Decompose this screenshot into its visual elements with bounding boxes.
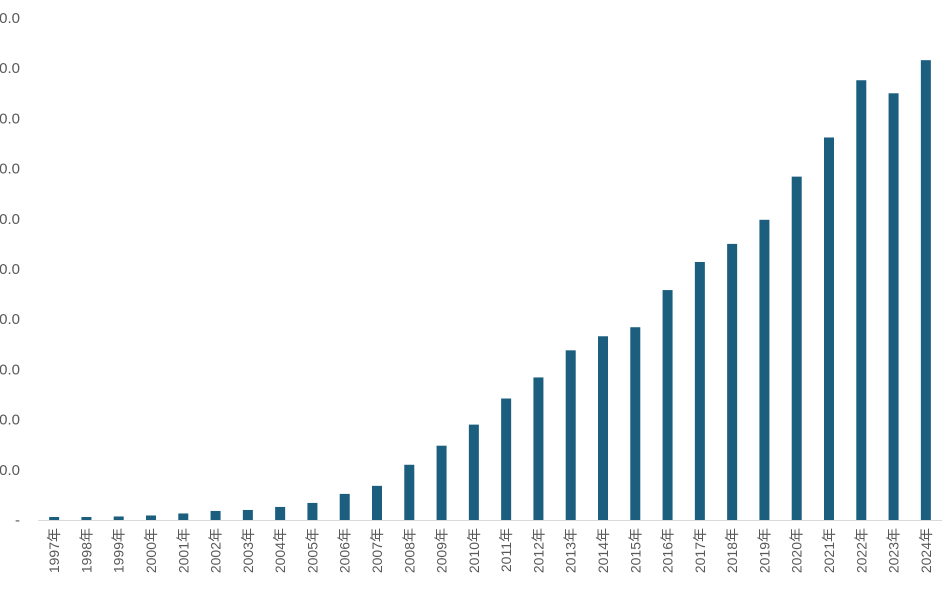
- bar-2006年: [339, 493, 350, 520]
- x-tick-label: 2009年: [434, 528, 450, 573]
- bar-2024年: [920, 60, 931, 521]
- bar-2014年: [598, 336, 608, 520]
- y-tick-label: 0.0: [0, 161, 20, 178]
- bar-2005年: [307, 502, 318, 520]
- bar-2013年: [565, 350, 576, 520]
- bar-2010年: [468, 424, 479, 520]
- bar-2000年: [146, 515, 156, 520]
- x-tick-label: 2003年: [240, 528, 256, 573]
- x-tick-label: 2014年: [595, 528, 611, 573]
- x-tick-label: 2002年: [208, 528, 224, 573]
- bar-2023年: [888, 93, 899, 521]
- bar-2017年: [694, 261, 705, 520]
- x-tick-label: 2018年: [724, 528, 740, 573]
- bar-2004年: [275, 506, 286, 520]
- bar-2002年: [210, 510, 221, 520]
- y-tick-label: 0.0: [0, 311, 20, 328]
- x-tick-label: 2001年: [175, 528, 191, 573]
- x-tick-label: 2005年: [304, 528, 320, 573]
- bar-2008年: [404, 464, 415, 520]
- x-tick-label: 2006年: [337, 528, 353, 573]
- x-tick-label: 2019年: [756, 528, 772, 573]
- x-tick-label: 2011年: [498, 528, 514, 572]
- x-tick-label: 2015年: [627, 528, 643, 573]
- bar-2018年: [727, 243, 738, 520]
- y-tick-label: 0.0: [0, 211, 20, 228]
- x-tick-label: 2004年: [272, 528, 288, 573]
- y-tick-label: -: [15, 512, 20, 529]
- y-tick-label: 0.0: [0, 60, 20, 77]
- bar-2009年: [436, 445, 447, 520]
- x-tick-label: 2012年: [530, 528, 546, 573]
- y-tick-label: 0.0: [0, 412, 20, 429]
- bar-2003年: [242, 509, 253, 520]
- x-tick-label: 2008年: [401, 528, 417, 573]
- bar-2011年: [501, 398, 512, 520]
- bar-2021年: [824, 137, 834, 521]
- bar-2019年: [759, 219, 770, 521]
- y-tick-label: 0.0: [0, 361, 20, 378]
- y-axis-ticks: - 0.0 0.0 0.0 0.0 0.0 0.0 0.0 0.0 0.0 0.0: [0, 10, 20, 529]
- bar-2015年: [630, 327, 641, 520]
- bar-1997年: [49, 516, 60, 520]
- x-tick-label: 2013年: [563, 528, 579, 573]
- bar-2016年: [662, 290, 673, 520]
- bar-2012年: [533, 377, 544, 520]
- bar-2001年: [178, 513, 189, 520]
- y-tick-label: 0.0: [0, 261, 20, 278]
- x-tick-label: 1997年: [46, 528, 62, 573]
- x-tick-label: 2010年: [466, 528, 482, 573]
- bar-1998年: [81, 516, 92, 520]
- y-tick-label: 0.0: [0, 462, 20, 479]
- bar-1999年: [113, 516, 124, 520]
- x-tick-label: 2023年: [886, 528, 902, 573]
- x-tick-label: 2016年: [660, 528, 676, 573]
- bar-2007年: [372, 485, 382, 520]
- x-tick-label: 2024年: [918, 528, 934, 573]
- bar-2020年: [791, 176, 802, 520]
- y-tick-label: 0.0: [0, 10, 20, 27]
- x-tick-label: 2021年: [821, 528, 837, 573]
- x-tick-label: 2007年: [369, 528, 385, 573]
- x-tick-label: 2020年: [789, 528, 805, 573]
- bar-2022年: [856, 80, 867, 520]
- x-tick-label: 1999年: [111, 528, 127, 573]
- x-tick-label: 2000年: [143, 528, 159, 573]
- bars: [49, 60, 931, 521]
- x-tick-label: 2022年: [853, 528, 869, 573]
- x-tick-label: 2017年: [692, 528, 708, 573]
- x-tick-label: 1998年: [78, 528, 94, 573]
- y-tick-label: 0.0: [0, 110, 20, 127]
- x-axis-ticks: 1997年 1998年 1999年 2000年 2001年 2002年 2003年 2004年…: [46, 528, 934, 573]
